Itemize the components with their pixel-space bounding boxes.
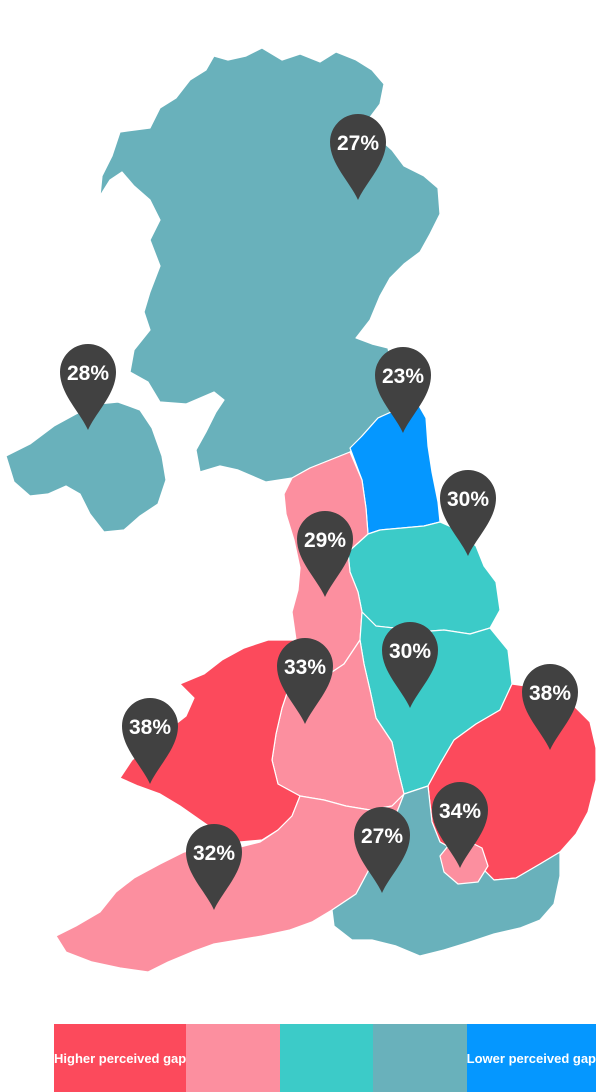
pin-shape (382, 622, 438, 708)
pin-label: 34% (439, 800, 481, 823)
pin-shape (122, 698, 178, 784)
pin-label: 38% (529, 682, 571, 705)
pin-label: 30% (389, 640, 431, 663)
pin-marker: 33% (277, 638, 333, 724)
pin-shape (60, 344, 116, 430)
pin-label: 23% (382, 365, 424, 388)
pin-label: 32% (193, 842, 235, 865)
pin-label: 27% (337, 132, 379, 155)
pin-shape (375, 347, 431, 433)
legend-mid (279, 1024, 374, 1092)
pin-shape (522, 664, 578, 750)
legend-low: Lower perceived gap (466, 1024, 596, 1092)
legend-high: Higher perceived gap (54, 1024, 187, 1092)
pin-marker: 28% (60, 344, 116, 430)
pin-shape (432, 782, 488, 868)
pin-marker: 32% (186, 824, 242, 910)
pin-shape (354, 807, 410, 893)
pin-label: 28% (67, 362, 109, 385)
pin-marker: 27% (330, 114, 386, 200)
pin-label: 30% (447, 488, 489, 511)
pin-marker: 29% (297, 511, 353, 597)
pin-label: 29% (304, 529, 346, 552)
pin-shape (186, 824, 242, 910)
pin-marker: 23% (375, 347, 431, 433)
pin-label: 38% (129, 716, 171, 739)
pin-label: 33% (284, 656, 326, 679)
pin-label: 27% (361, 825, 403, 848)
pin-marker: 38% (122, 698, 178, 784)
pin-shape (440, 470, 496, 556)
legend-mid-high (186, 1024, 280, 1092)
pin-shape (277, 638, 333, 724)
pin-marker: 38% (522, 664, 578, 750)
pin-marker: 30% (440, 470, 496, 556)
pin-marker: 34% (432, 782, 488, 868)
pin-shape (330, 114, 386, 200)
legend: Higher perceived gap Lower perceived gap (54, 1024, 596, 1092)
pin-marker: 30% (382, 622, 438, 708)
pin-shape (297, 511, 353, 597)
legend-mid-low (373, 1024, 467, 1092)
pin-marker: 27% (354, 807, 410, 893)
